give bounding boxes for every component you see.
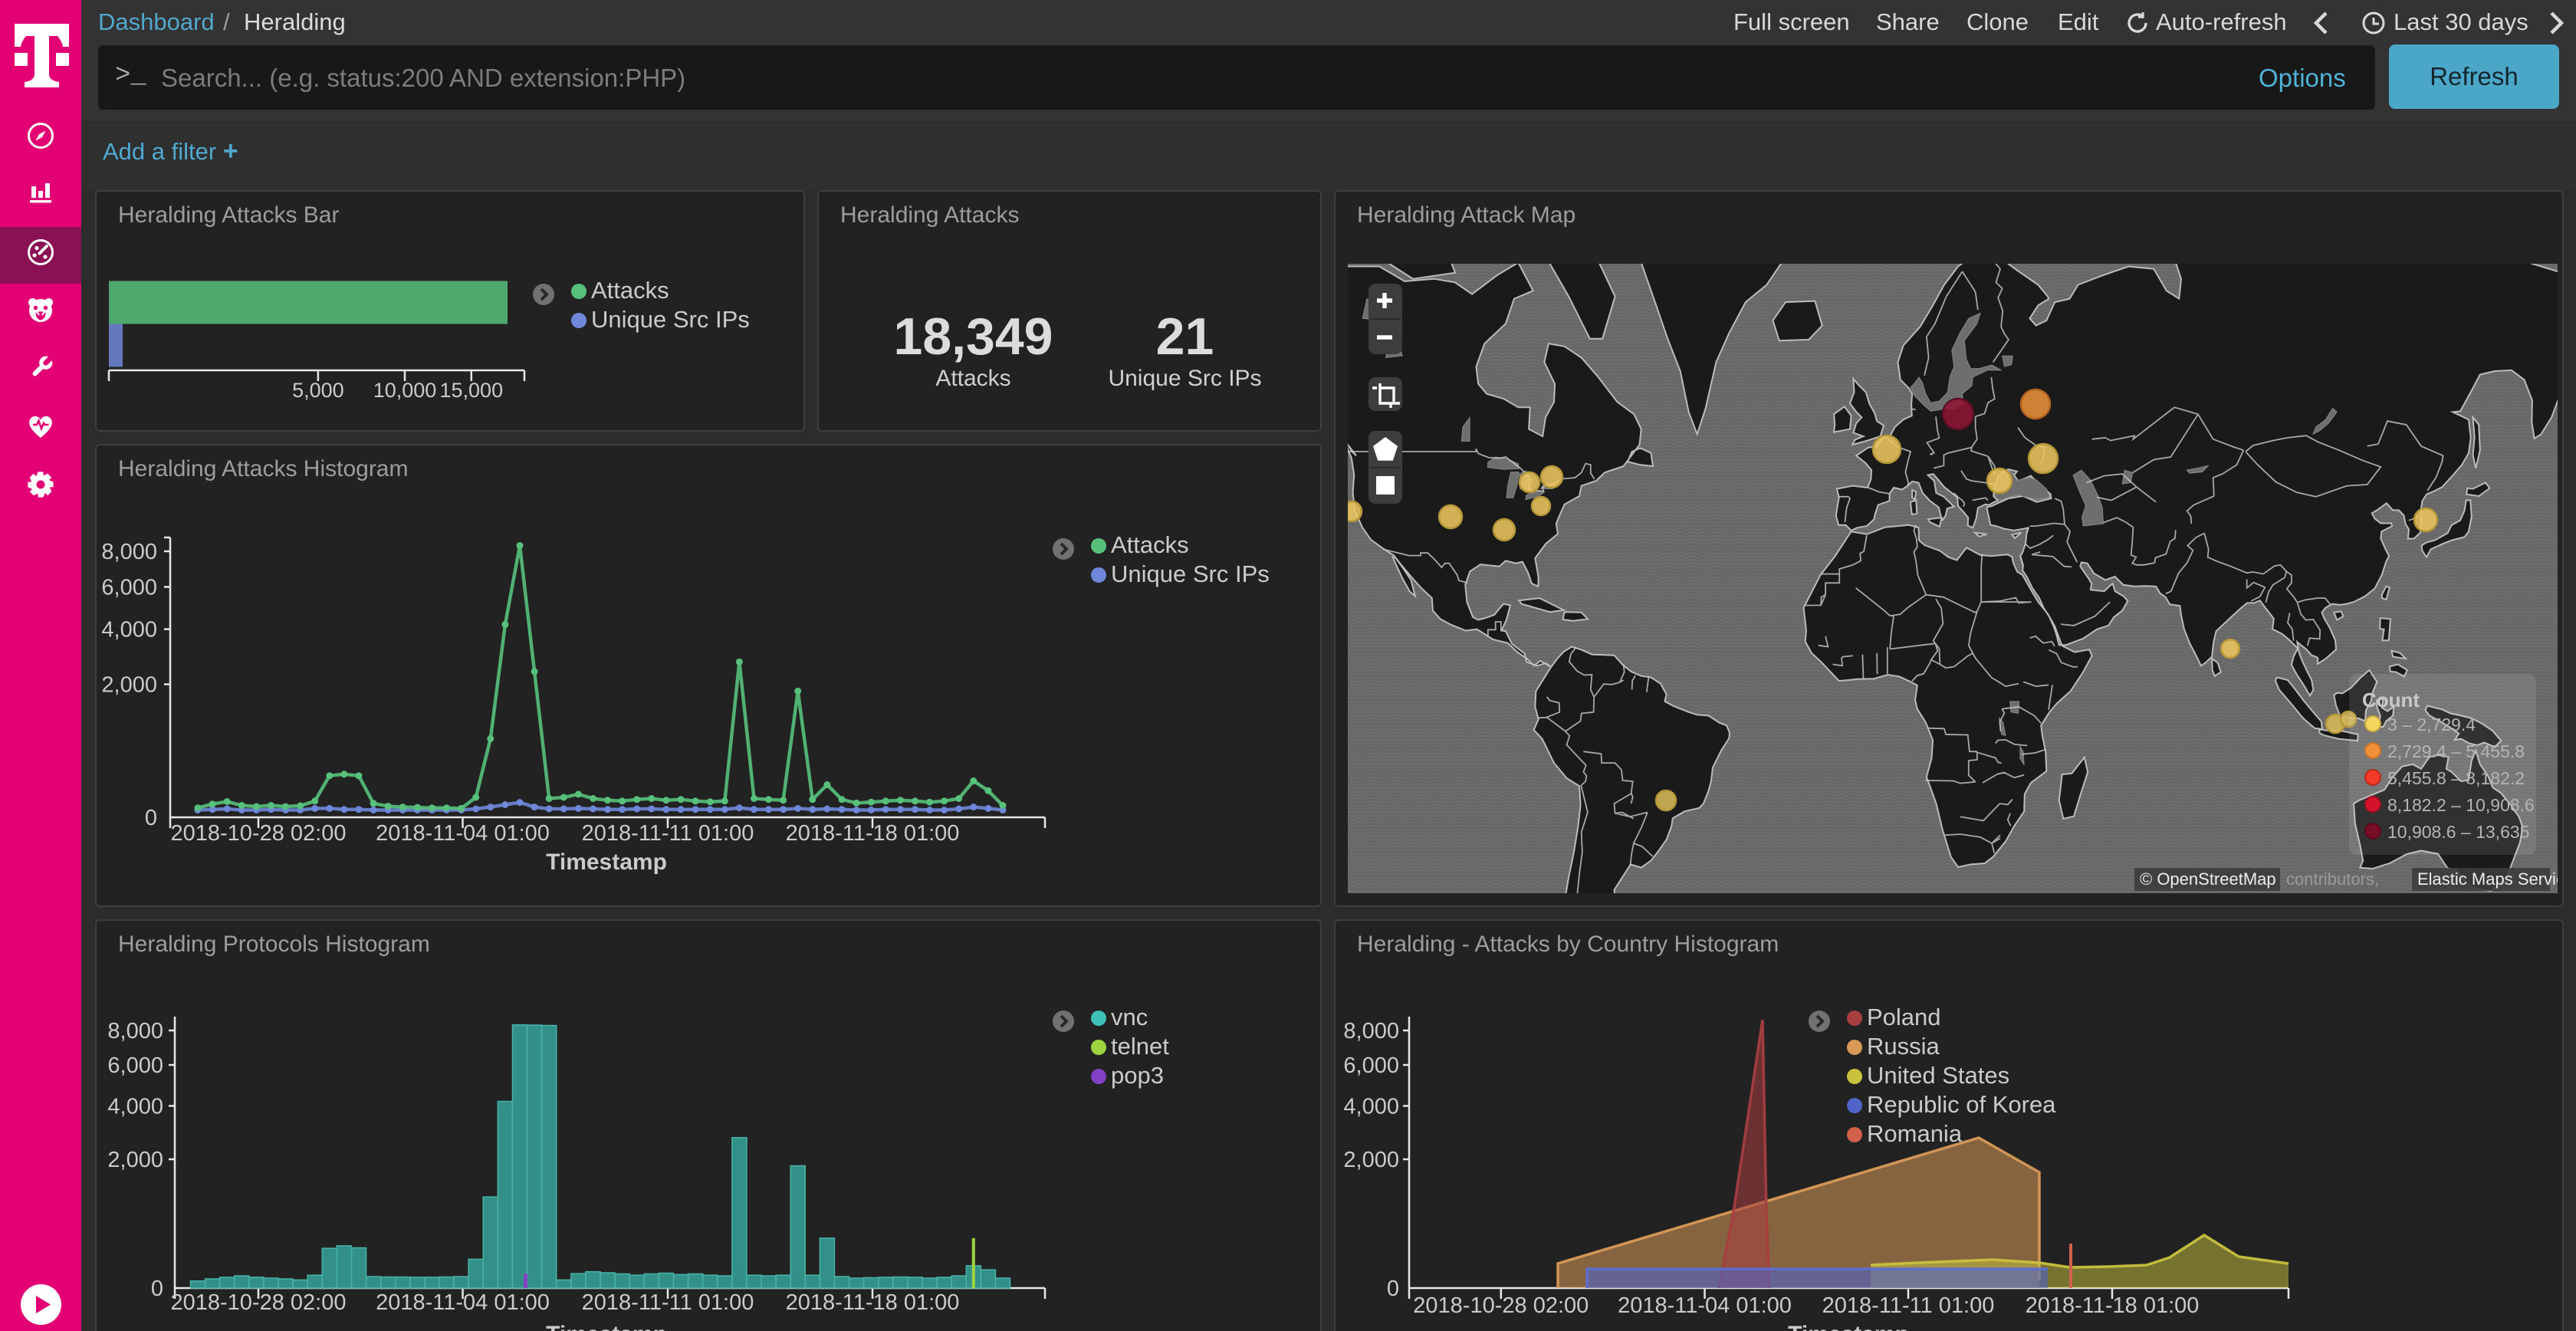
svg-text:2018-10-28 02:00: 2018-10-28 02:00 — [171, 821, 347, 846]
svg-text:2018-11-04 01:00: 2018-11-04 01:00 — [1618, 1293, 1792, 1318]
svg-text:2018-11-18 01:00: 2018-11-18 01:00 — [2026, 1293, 2200, 1318]
svg-text:5,000: 5,000 — [292, 379, 344, 402]
svg-text:Elastic Maps Service: Elastic Maps Service — [2417, 869, 2558, 889]
svg-text:2018-11-04 01:00: 2018-11-04 01:00 — [376, 821, 550, 846]
svg-text:0: 0 — [145, 806, 157, 830]
svg-text:Count: Count — [2362, 689, 2420, 712]
svg-text:2018-11-18 01:00: 2018-11-18 01:00 — [786, 821, 960, 846]
svg-text:15,000: 15,000 — [440, 379, 504, 402]
svg-text:6,000: 6,000 — [107, 1053, 163, 1078]
svg-text:4,000: 4,000 — [107, 1094, 163, 1119]
svg-text:Timestamp: Timestamp — [546, 1322, 667, 1331]
svg-text:contributors,: contributors, — [2286, 869, 2379, 889]
svg-text:2018-11-18 01:00: 2018-11-18 01:00 — [786, 1290, 960, 1315]
svg-text:8,182.2 – 10,908.6: 8,182.2 – 10,908.6 — [2387, 795, 2535, 815]
svg-text:10,908.6 – 13,635: 10,908.6 – 13,635 — [2387, 822, 2529, 842]
svg-text:0: 0 — [1387, 1277, 1399, 1301]
svg-text:Timestamp: Timestamp — [1788, 1322, 1909, 1331]
svg-text:8,000: 8,000 — [107, 1019, 163, 1043]
svg-text:2018-10-28 02:00: 2018-10-28 02:00 — [1413, 1293, 1589, 1318]
svg-text:2018-11-11 01:00: 2018-11-11 01:00 — [582, 821, 754, 846]
svg-text:0: 0 — [151, 1277, 163, 1301]
svg-text:6,000: 6,000 — [101, 576, 157, 600]
svg-text:2018-11-04 01:00: 2018-11-04 01:00 — [376, 1290, 550, 1315]
svg-text:5,455.8 – 8,182.2: 5,455.8 – 8,182.2 — [2387, 768, 2525, 788]
svg-text:8,000: 8,000 — [1343, 1019, 1399, 1043]
svg-text:2,000: 2,000 — [1343, 1148, 1399, 1172]
svg-text:6,000: 6,000 — [1343, 1053, 1399, 1078]
svg-text:2018-11-11 01:00: 2018-11-11 01:00 — [582, 1290, 754, 1315]
svg-text:10,000: 10,000 — [373, 379, 437, 402]
svg-text:2,000: 2,000 — [101, 673, 157, 698]
svg-text:4,000: 4,000 — [101, 618, 157, 642]
svg-text:4,000: 4,000 — [1343, 1094, 1399, 1119]
svg-text:© OpenStreetMap: © OpenStreetMap — [2140, 869, 2276, 889]
svg-text:2,000: 2,000 — [107, 1148, 163, 1172]
svg-text:2,729.4 – 5,455.8: 2,729.4 – 5,455.8 — [2387, 741, 2525, 761]
svg-text:Timestamp: Timestamp — [546, 850, 667, 875]
svg-text:2018-11-11 01:00: 2018-11-11 01:00 — [1822, 1293, 1995, 1318]
svg-text:8,000: 8,000 — [101, 540, 157, 564]
svg-text:2018-10-28 02:00: 2018-10-28 02:00 — [171, 1290, 347, 1315]
svg-text:3 – 2,729.4: 3 – 2,729.4 — [2387, 715, 2476, 735]
